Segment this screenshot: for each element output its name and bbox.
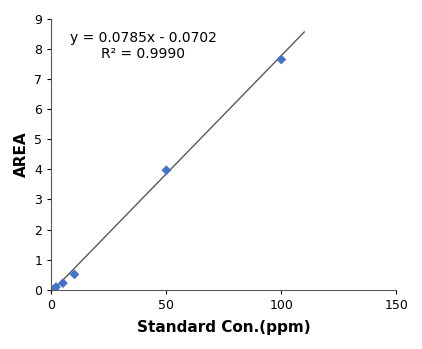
Point [60, 280, 66, 286]
Y-axis label: AREA: AREA [14, 132, 29, 177]
Point [163, 168, 170, 173]
Point [278, 57, 285, 62]
Point [48, 287, 55, 292]
X-axis label: Standard Con.(ppm): Standard Con.(ppm) [137, 320, 311, 335]
Point [53, 284, 60, 290]
Text: y = 0.0785x - 0.0702
R² = 0.9990: y = 0.0785x - 0.0702 R² = 0.9990 [70, 31, 217, 61]
Point [71, 272, 78, 277]
Point [50, 287, 57, 292]
